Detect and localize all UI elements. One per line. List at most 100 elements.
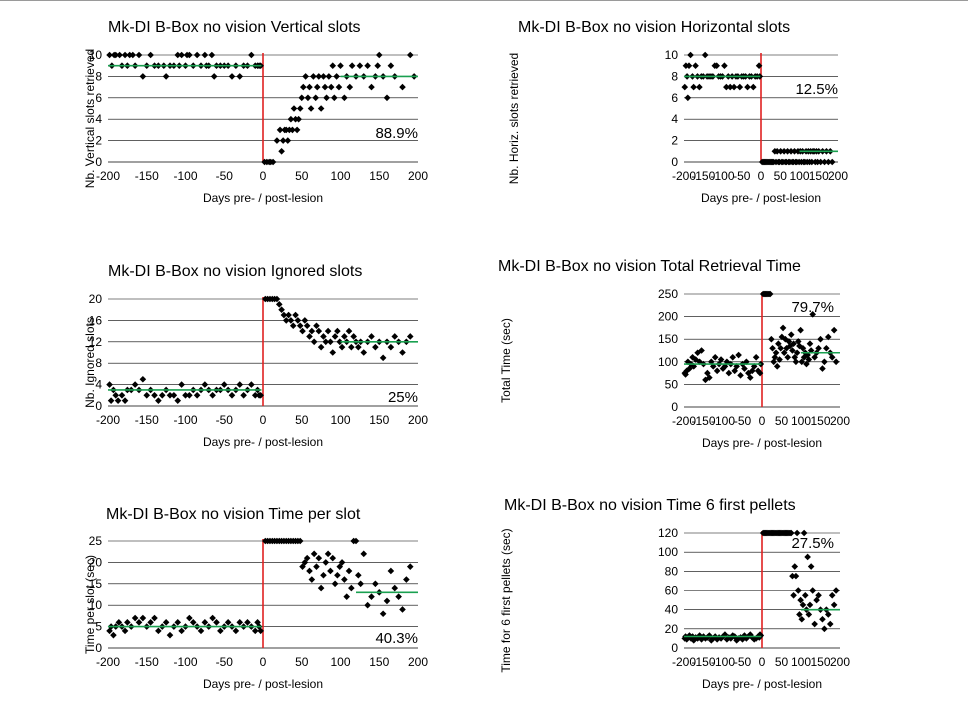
data-point <box>828 158 836 166</box>
data-point <box>317 105 325 112</box>
chart-panel-time-per-slot: Mk-DI B-Box no vision Time per slot 0 5 10 1… <box>0 495 484 710</box>
data-point <box>750 83 757 91</box>
data-point <box>334 327 341 335</box>
data-point <box>825 333 832 341</box>
data-point <box>395 593 402 600</box>
data-point <box>730 83 738 91</box>
data-point <box>806 601 814 609</box>
data-point <box>189 619 197 626</box>
data-point <box>329 554 337 562</box>
data-point <box>293 126 301 134</box>
data-point <box>744 83 751 91</box>
data-point <box>333 73 340 80</box>
data-point <box>368 593 375 600</box>
data-point <box>823 344 830 352</box>
data-point <box>787 331 795 338</box>
data-point <box>201 51 209 59</box>
data-point <box>312 94 319 102</box>
data-point <box>335 83 343 91</box>
y-tick-label: 0 <box>95 155 102 169</box>
x-tick-label: 50 <box>295 655 309 669</box>
y-tick-label: 0 <box>95 399 102 413</box>
x-tick-label: -200 <box>672 414 696 428</box>
data-point <box>301 317 309 324</box>
data-point <box>174 51 182 59</box>
data-point <box>403 576 410 583</box>
y-tick-label: 50 <box>665 377 679 391</box>
data-point <box>684 358 692 366</box>
x-tick-label: 200 <box>830 655 850 669</box>
chart-title: Mk-DI B-Box no vision Total Retrieval Ti… <box>498 258 801 275</box>
data-point <box>213 619 220 626</box>
data-point <box>798 358 806 366</box>
data-point <box>116 51 123 59</box>
data-point <box>805 356 813 363</box>
data-point <box>147 51 154 59</box>
data-point <box>331 94 338 102</box>
data-point <box>348 62 356 69</box>
data-point <box>777 148 784 155</box>
data-point <box>257 392 264 399</box>
data-point <box>799 601 807 609</box>
data-point <box>406 563 414 570</box>
data-point <box>784 353 792 361</box>
x-tick-label: -50 <box>216 413 234 427</box>
data-point <box>346 83 354 91</box>
data-point <box>201 619 209 626</box>
x-axis-label: Days pre- / post-lesion <box>701 191 821 205</box>
data-point <box>315 327 323 335</box>
data-point <box>801 591 809 599</box>
data-point <box>785 338 793 345</box>
data-point <box>320 73 327 80</box>
y-tick-label: 150 <box>658 332 678 346</box>
data-point <box>106 51 113 59</box>
data-point <box>696 83 703 91</box>
data-point <box>251 392 259 399</box>
data-point <box>717 356 725 363</box>
x-axis-label: Days pre- / post-lesion <box>203 191 323 205</box>
data-point <box>236 381 244 388</box>
data-point <box>317 343 325 351</box>
data-point <box>106 381 113 388</box>
data-point <box>686 365 693 372</box>
data-point <box>313 83 321 91</box>
data-point <box>797 596 804 604</box>
data-point <box>337 62 344 69</box>
data-point <box>696 632 703 639</box>
data-point <box>331 580 339 588</box>
data-point <box>295 115 302 123</box>
data-point <box>391 333 399 340</box>
data-point <box>324 550 332 558</box>
data-point <box>787 148 795 155</box>
data-point <box>387 62 395 69</box>
x-tick-label: 200 <box>828 169 848 183</box>
data-point <box>135 51 143 59</box>
data-point <box>406 333 414 340</box>
data-point <box>798 615 806 623</box>
data-point <box>792 358 800 366</box>
chart-title: Mk-DI B-Box no vision Vertical slots <box>108 19 361 36</box>
data-point <box>777 344 785 352</box>
data-point <box>789 347 796 354</box>
x-tick-label: -50 <box>216 655 234 669</box>
data-point <box>741 365 748 372</box>
x-tick-label: 150 <box>810 414 830 428</box>
x-tick-label: 100 <box>791 414 811 428</box>
data-point <box>399 606 406 613</box>
data-point <box>809 587 816 594</box>
data-point <box>278 148 285 155</box>
x-tick-label: 50 <box>295 169 309 183</box>
chart-panel-total-retrieval-time: Mk-DI B-Box no vision Total Retrieval Ti… <box>484 250 968 465</box>
x-tick-label: 200 <box>408 655 428 669</box>
x-tick-label: -200 <box>96 169 120 183</box>
data-point <box>815 344 822 352</box>
y-tick-label: 6 <box>95 91 102 105</box>
data-point <box>356 62 364 69</box>
data-point <box>399 83 406 91</box>
data-point <box>830 326 838 334</box>
data-point <box>789 572 796 580</box>
data-point <box>232 627 240 635</box>
data-point <box>379 354 387 362</box>
data-point <box>690 637 698 644</box>
y-tick-label: 0 <box>671 641 678 655</box>
